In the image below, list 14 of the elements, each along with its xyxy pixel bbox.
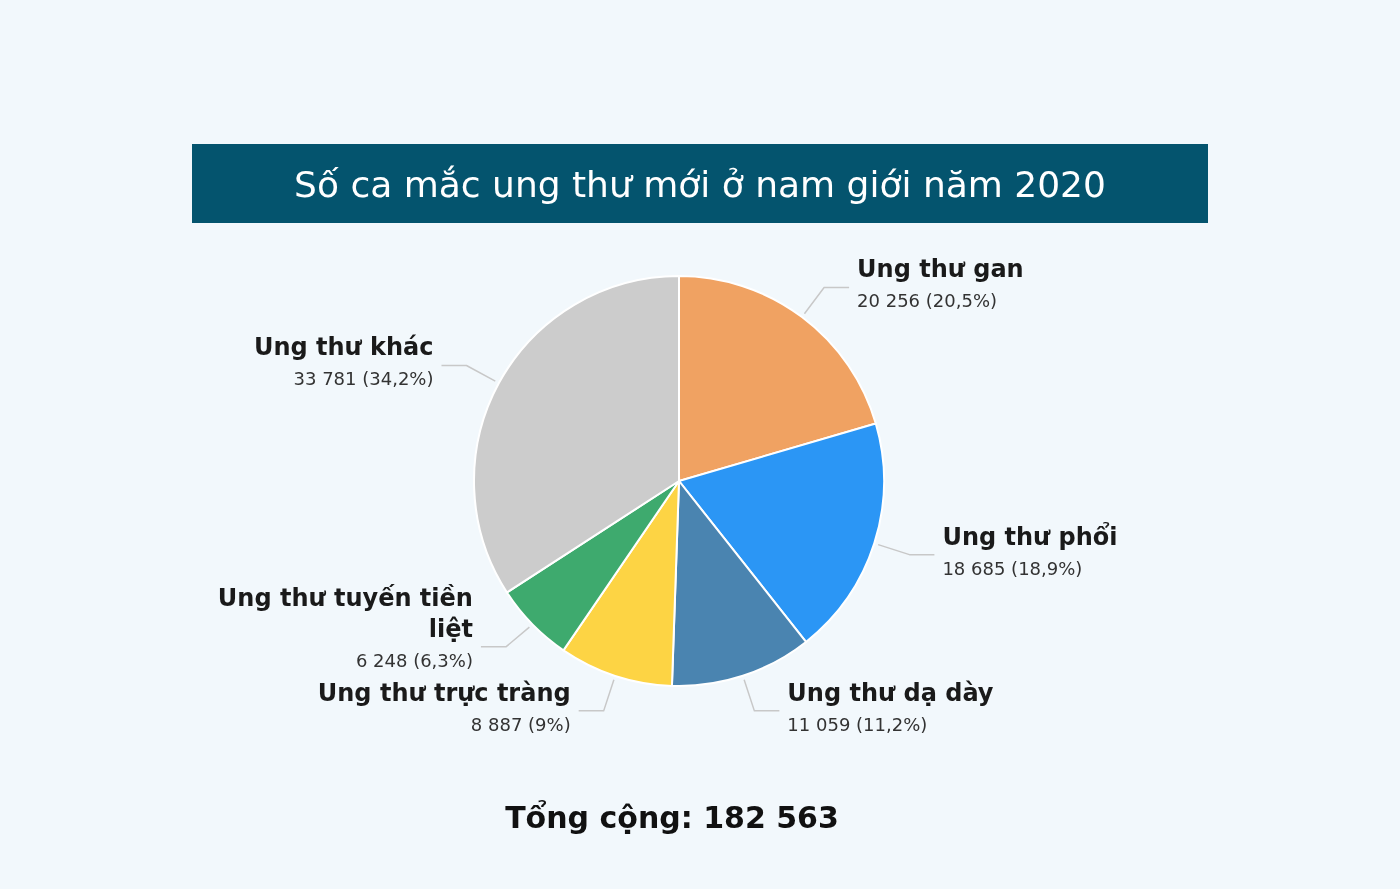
data-label: 20 256 (20,5%) xyxy=(857,290,998,312)
data-label: 11 059 (11,2%) xyxy=(787,713,928,735)
chart-title: Số ca mắc ung thư mới ở nam giới năm 2020 xyxy=(294,164,1106,205)
data-label: 8 887 (9%) xyxy=(470,713,571,735)
data-label: 33 781 (34,2%) xyxy=(293,368,434,390)
slice-label: Ung thư gan xyxy=(857,255,1024,284)
slice-label: Ung thư dạ dày xyxy=(787,678,994,707)
data-label: 6 248 (6,3%) xyxy=(355,649,473,671)
text: Tổng cộng: 182 563 xyxy=(505,800,839,835)
slice-label: Ung thư khác xyxy=(253,333,434,362)
slice-label: Ung thư trực tràng xyxy=(317,678,571,707)
slice-label: Ung thư tuyến tiền liệt xyxy=(217,583,473,643)
data-label: 18 685 (18,9%) xyxy=(942,557,1083,579)
slice-label: Ung thư phổi xyxy=(942,520,1118,551)
